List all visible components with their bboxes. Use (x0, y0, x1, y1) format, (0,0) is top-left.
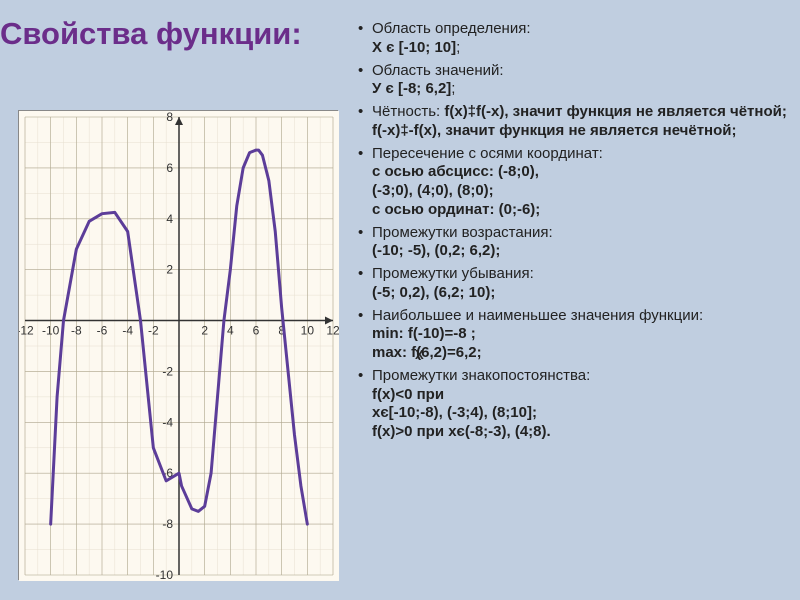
property-label: Пересечение с осями координат: (372, 145, 603, 162)
property-value: min: f(-10)=-8 ; (372, 325, 788, 344)
property-label: Наибольшее и наименьшее значения функции… (372, 307, 703, 324)
svg-text:6: 6 (253, 324, 260, 338)
property-item: Наибольшее и наименьшее значения функции… (358, 307, 788, 363)
property-item: Промежутки убывания: (-5; 0,2), (6,2; 10)… (358, 265, 788, 303)
svg-text:10: 10 (301, 324, 315, 338)
svg-text:-10: -10 (42, 324, 60, 338)
svg-text:-4: -4 (122, 324, 133, 338)
property-value: (-10; -5), (0,2; 6,2); (372, 242, 788, 261)
property-value: f(x)>0 при хє(-8;-3), (4;8). (372, 423, 788, 442)
property-item: Пересечение с осями координат:с осью абс… (358, 145, 788, 220)
property-value: с осью ординат: (0;-6); (372, 201, 788, 220)
properties-list: Область определения:Х є [-10; 10];Област… (358, 20, 788, 446)
svg-text:-2: -2 (162, 364, 173, 378)
property-value: с осью абсцисс: (-8;0), (372, 163, 788, 182)
property-label: Промежутки убывания: (372, 265, 534, 282)
svg-text:-4: -4 (162, 415, 173, 429)
svg-text:-8: -8 (162, 517, 173, 531)
property-label: Промежутки знакопостоянства: (372, 367, 590, 384)
svg-text:4: 4 (166, 212, 173, 226)
property-item: Чётность: f(x)‡f(-x), значит функция не … (358, 103, 788, 141)
page-title: Свойства функции: (0, 16, 302, 52)
svg-text:12: 12 (326, 324, 339, 338)
property-value: Х є [-10; 10]; (372, 39, 788, 58)
property-label: Чётность: (372, 103, 444, 120)
property-value: max: f(6,2)=6,2; (372, 344, 788, 363)
svg-text:-12: -12 (19, 324, 34, 338)
property-item: Промежутки возрастания:(-10; -5), (0,2; … (358, 224, 788, 262)
property-value: (-5; 0,2), (6,2; 10); (372, 284, 788, 303)
svg-text:2: 2 (166, 263, 173, 277)
property-value: f(x)<0 при (372, 386, 788, 405)
property-item: Область определения: Х є [-10; 10]; (358, 20, 788, 58)
svg-text:-2: -2 (148, 324, 159, 338)
svg-text:-6: -6 (97, 324, 108, 338)
svg-text:-8: -8 (71, 324, 82, 338)
property-value: У є [-8; 6,2]; (372, 80, 788, 99)
property-value: (-3;0), (4;0), (8;0); (372, 182, 788, 201)
property-item: Промежутки знакопостоянства: f(x)<0 прихє… (358, 367, 788, 442)
svg-text:2: 2 (201, 324, 208, 338)
svg-text:4: 4 (227, 324, 234, 338)
property-label: Промежутки возрастания: (372, 224, 553, 241)
property-label: Область определения: (372, 20, 531, 37)
property-item: Область значений:У є [-8; 6,2]; (358, 62, 788, 100)
chart-svg: -12-10-8-6-4-224681012-10-8-6-4-22468 (19, 111, 339, 581)
function-chart: -12-10-8-6-4-224681012-10-8-6-4-22468 (18, 110, 338, 580)
property-value: хє[-10;-8), (-3;4), (8;10]; (372, 404, 788, 423)
svg-text:6: 6 (166, 161, 173, 175)
svg-text:8: 8 (166, 111, 173, 124)
property-label: Область значений: (372, 62, 504, 79)
svg-text:-10: -10 (156, 568, 174, 581)
